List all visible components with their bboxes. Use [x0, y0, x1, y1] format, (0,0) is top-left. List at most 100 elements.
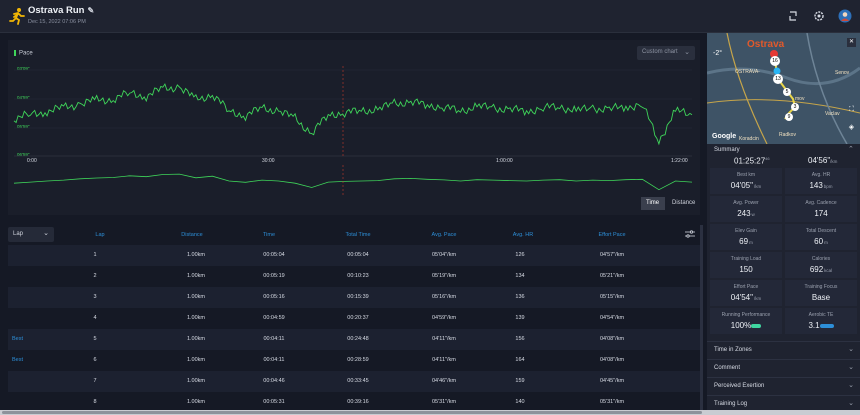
table-row[interactable]: 2 1.00km 00:05:19 00:10:23 05'19"/km 134… [8, 266, 700, 287]
total-time-suffix: 46 [765, 156, 770, 161]
column-header-avg-pace[interactable]: Avg. Pace [431, 232, 457, 238]
lap-select-label: Lap [13, 231, 24, 237]
cell-effort-pace: 05'31"/km [599, 399, 625, 405]
column-header-effort-pace[interactable]: Effort Pace [598, 232, 626, 238]
chevron-down-icon: ⌄ [848, 400, 854, 407]
activity-title-text: Ostrava Run [28, 5, 85, 16]
map-marker[interactable]: 16 [770, 56, 780, 66]
summary-card: Total Descent 60m [785, 224, 857, 250]
route-map[interactable]: Ostrava -2° OSTRAVA- Senov Vaclav Radkov… [707, 33, 860, 144]
cell-lap: 3 [93, 294, 97, 300]
summary-card-unit: /km [753, 296, 762, 301]
total-time-text: 01:25:27 [734, 156, 766, 166]
best-tag: Best [12, 336, 24, 342]
summary-card-value-text: 243 [737, 209, 751, 218]
section-comment[interactable]: Comment ⌄ [707, 359, 860, 376]
chevron-down-icon: ⌄ [43, 230, 49, 237]
summary-title: Summary [714, 147, 740, 153]
cell-total-time: 00:15:39 [347, 294, 369, 300]
section-label: Training Log [714, 401, 748, 407]
cell-time: 00:05:04 [263, 252, 285, 258]
summary-card: Calories 692kcal [785, 252, 857, 278]
cell-lap: 4 [93, 315, 97, 321]
avatar[interactable] [838, 9, 852, 23]
summary-card: Effort Pace 04'54"/km [710, 280, 782, 306]
toggle-distance-button[interactable]: Distance [672, 200, 696, 206]
activity-title: Ostrava Run ✎ [28, 5, 94, 16]
map-label: Koradcin [739, 136, 759, 142]
cell-total-time: 00:05:04 [347, 252, 369, 258]
table-scrollbar[interactable] [700, 225, 703, 415]
map-marker[interactable]: 5 [783, 88, 791, 96]
top-bar [0, 0, 860, 33]
column-header-total-time[interactable]: Total Time [345, 232, 371, 238]
map-marker[interactable]: 13 [773, 74, 783, 84]
activity-date: Dec 15, 2022 07:06 PM [28, 19, 86, 25]
map-close-icon[interactable]: ✕ [847, 38, 856, 47]
chevron-up-icon[interactable]: ⌃ [848, 146, 854, 153]
x-tick-label: 30:00 [262, 158, 275, 164]
table-row[interactable]: Best 5 1.00km 00:04:11 00:24:48 04'11"/k… [8, 329, 700, 350]
summary-card-label: Avg. Power [733, 200, 759, 206]
refresh-icon[interactable] [786, 9, 800, 23]
toggle-time-button[interactable]: Time [641, 197, 665, 210]
map-marker[interactable]: 9 [785, 113, 793, 121]
total-time-value: 01:25:2746 [734, 156, 770, 166]
map-marker[interactable]: 3 [791, 103, 799, 111]
edit-pencil-icon[interactable]: ✎ [87, 6, 95, 15]
table-row[interactable]: 8 1.00km 00:05:31 00:39:16 05'31"/km 140… [8, 392, 700, 413]
summary-card-unit: bpm [823, 184, 833, 189]
column-header-lap[interactable]: Lap [95, 232, 105, 238]
summary-card-label: Training Focus [804, 284, 838, 290]
table-row[interactable]: 7 1.00km 00:04:46 00:33:45 04'46"/km 159… [8, 371, 700, 392]
cell-effort-pace: 05'21"/km [599, 273, 625, 279]
cell-lap: 6 [93, 357, 97, 363]
map-temp-label: -2° [713, 50, 723, 57]
summary-card: Best km 04'05"/km [710, 168, 782, 194]
column-header-distance[interactable]: Distance [181, 232, 203, 238]
summary-card-value: 69m [710, 237, 782, 246]
chevron-down-icon: ⌄ [848, 364, 854, 371]
column-header-time[interactable]: Time [262, 232, 276, 238]
fullscreen-icon[interactable]: ⛶ [849, 106, 854, 113]
summary-card-value-text: 174 [814, 209, 828, 218]
horizontal-scrollbar-thumb[interactable] [2, 411, 702, 414]
performance-badge [751, 323, 762, 328]
cell-effort-pace: 04'57"/km [599, 252, 625, 258]
column-settings-icon[interactable] [685, 230, 695, 239]
cell-distance: 1.00km [186, 273, 206, 279]
chart-legend-pace[interactable]: Pace [14, 50, 33, 57]
summary-header[interactable] [707, 145, 860, 157]
section-time-in-zones[interactable]: Time in Zones ⌄ [707, 341, 860, 358]
summary-card-value-text: 04'05" [730, 181, 753, 190]
table-row[interactable]: 1 1.00km 00:05:04 00:05:04 05'04"/km 126… [8, 245, 700, 266]
y-tick-label: 04'59" [17, 95, 30, 100]
table-row[interactable]: Best 6 1.00km 00:04:11 00:28:59 04'11"/k… [8, 350, 700, 371]
settings-icon[interactable] [812, 9, 826, 23]
custom-chart-dropdown[interactable]: Custom chart ⌄ [637, 46, 695, 60]
summary-card-unit: m [824, 240, 828, 245]
map-label: Senov [835, 70, 850, 76]
cell-lap: 5 [93, 336, 97, 342]
cell-distance: 1.00km [186, 294, 206, 300]
summary-card-value: 100% [710, 321, 782, 330]
summary-card-unit: m [749, 240, 753, 245]
summary-card-label: Aerobic TE [808, 312, 834, 318]
cell-avg-pace: 05'04"/km [431, 252, 457, 258]
section-perceived-exertion[interactable]: Perceived Exertion ⌄ [707, 377, 860, 394]
summary-card: Running Performance 100% [710, 308, 782, 334]
cell-effort-pace: 04'54"/km [599, 315, 625, 321]
chevron-down-icon: ⌄ [848, 382, 854, 389]
table-row[interactable]: 3 1.00km 00:05:16 00:15:39 05'16"/km 136… [8, 287, 700, 308]
map-label: OSTRAVA- [735, 69, 760, 75]
layers-icon[interactable]: ◈ [848, 124, 855, 131]
table-row[interactable]: 4 1.00km 00:04:59 00:20:37 04'59"/km 139… [8, 308, 700, 329]
section-training-log[interactable]: Training Log ⌄ [707, 395, 860, 412]
runner-icon [9, 8, 25, 25]
summary-card-value-text: 69 [739, 237, 749, 246]
column-header-avg-hr[interactable]: Avg. HR [512, 232, 534, 238]
cell-avg-pace: 05'19"/km [431, 273, 457, 279]
summary-card: Training Load 150 [710, 252, 782, 278]
lap-select-dropdown[interactable]: Lap ⌄ [8, 227, 54, 242]
